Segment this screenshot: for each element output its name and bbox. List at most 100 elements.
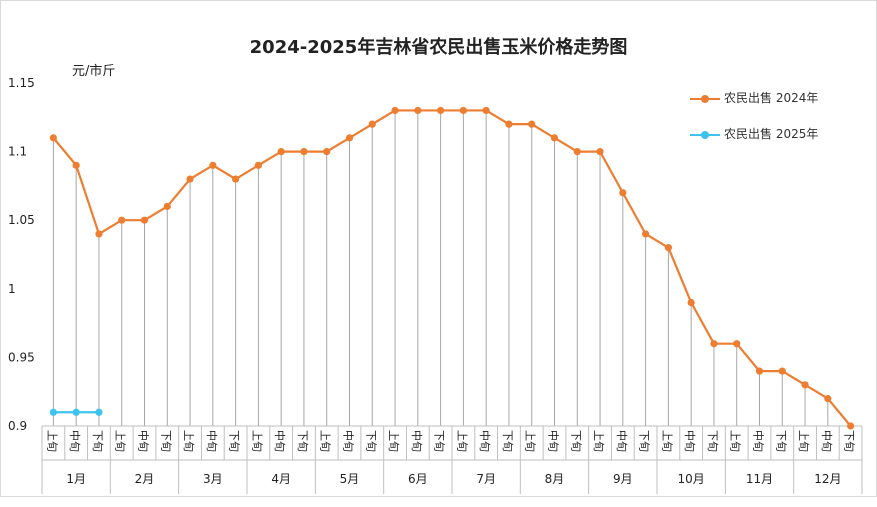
month-label: 12月 — [814, 472, 841, 486]
x-tick-label: 中旬 — [547, 430, 560, 452]
data-point — [664, 244, 672, 252]
data-point — [72, 408, 80, 416]
x-tick-label: 下旬 — [91, 430, 104, 452]
data-point — [824, 394, 832, 403]
data-point — [733, 340, 741, 348]
legend-item-2025: 农民出售 2025年 — [690, 125, 818, 142]
x-tick-label: 中旬 — [478, 430, 491, 452]
x-tick-label: 下旬 — [159, 430, 172, 452]
x-tick-label: 中旬 — [615, 430, 628, 452]
data-point — [619, 189, 627, 197]
data-point — [778, 367, 786, 375]
month-label: 4月 — [271, 472, 291, 486]
month-label: 6月 — [408, 472, 428, 486]
x-tick-label: 中旬 — [683, 430, 696, 452]
x-tick-label: 下旬 — [638, 430, 651, 452]
y-unit-label: 元/市斤 — [72, 64, 116, 79]
x-tick-label: 中旬 — [342, 430, 355, 452]
x-tick-label: 中旬 — [68, 430, 81, 452]
x-tick-label: 下旬 — [774, 430, 787, 452]
legend-swatch-2024 — [690, 93, 720, 105]
x-tick-label: 中旬 — [273, 430, 286, 452]
x-tick-label: 上旬 — [250, 430, 263, 452]
month-label: 8月 — [545, 472, 565, 486]
x-tick-label: 上旬 — [319, 430, 332, 452]
legend-swatch-2025 — [690, 129, 720, 141]
data-point — [72, 161, 80, 169]
data-point — [209, 161, 217, 169]
data-point — [505, 120, 513, 128]
data-point — [163, 202, 171, 211]
x-tick-label: 上旬 — [45, 430, 58, 452]
data-point — [232, 175, 240, 183]
chart-title: 2024-2025年吉林省农民出售玉米价格走势图 — [249, 37, 628, 58]
legend-item-2024: 农民出售 2024年 — [690, 89, 818, 106]
x-tick-label: 上旬 — [797, 430, 810, 452]
data-point — [437, 106, 445, 115]
data-point — [277, 148, 285, 156]
month-label: 3月 — [203, 472, 223, 486]
x-tick-label: 上旬 — [524, 430, 537, 452]
x-tick-label: 上旬 — [660, 430, 673, 452]
data-point — [528, 120, 536, 128]
data-point — [459, 106, 467, 115]
y-tick-label: 1.15 — [8, 76, 35, 90]
y-tick-label: 0.95 — [8, 350, 35, 364]
data-point — [847, 422, 855, 430]
month-label: 11月 — [746, 472, 773, 486]
x-tick-label: 上旬 — [729, 430, 742, 452]
month-label: 1月 — [66, 472, 86, 486]
data-point — [323, 148, 331, 156]
legend-label-2025: 农民出售 2025年 — [724, 127, 819, 141]
x-tick-label: 上旬 — [592, 430, 605, 452]
data-point — [550, 134, 559, 142]
data-point — [801, 381, 809, 389]
y-tick-label: 0.9 — [8, 419, 27, 433]
data-point — [414, 106, 422, 115]
month-label: 9月 — [613, 472, 633, 486]
data-point — [300, 148, 308, 156]
x-tick-label: 下旬 — [228, 430, 241, 452]
x-tick-label: 中旬 — [410, 430, 423, 452]
x-tick-label: 中旬 — [205, 430, 218, 452]
month-label: 7月 — [476, 472, 496, 486]
data-point — [49, 134, 57, 142]
x-tick-label: 上旬 — [387, 430, 400, 452]
y-tick-label: 1.05 — [8, 213, 35, 227]
data-point — [642, 230, 650, 238]
data-point — [710, 340, 718, 348]
data-point — [95, 408, 103, 416]
month-label: 10月 — [678, 472, 705, 486]
data-point — [186, 175, 194, 183]
x-tick-label: 下旬 — [433, 430, 446, 452]
data-point — [254, 161, 262, 169]
x-tick-label: 中旬 — [137, 430, 150, 452]
data-point — [368, 120, 376, 128]
data-point — [391, 106, 399, 115]
y-tick-label: 1 — [8, 282, 16, 296]
x-tick-label: 下旬 — [706, 430, 719, 452]
x-tick-label: 中旬 — [752, 430, 765, 452]
legend-label-2024: 农民出售 2024年 — [724, 91, 819, 105]
x-tick-label: 下旬 — [569, 430, 582, 452]
series-line-2024 — [52, 109, 852, 427]
x-tick-label: 下旬 — [364, 430, 377, 452]
data-point — [49, 408, 57, 416]
y-tick-label: 1.1 — [8, 145, 27, 159]
month-label: 2月 — [135, 472, 155, 486]
data-point — [687, 298, 695, 307]
data-point — [596, 148, 604, 156]
data-point — [345, 134, 354, 142]
data-point — [573, 148, 581, 156]
data-point — [95, 230, 103, 238]
data-point — [482, 106, 490, 115]
data-point — [140, 216, 149, 224]
month-label: 5月 — [340, 472, 360, 486]
x-tick-label: 上旬 — [182, 430, 195, 452]
x-tick-label: 中旬 — [820, 430, 833, 452]
x-tick-label: 上旬 — [455, 430, 468, 452]
x-tick-label: 上旬 — [114, 430, 127, 452]
data-point — [755, 367, 764, 375]
